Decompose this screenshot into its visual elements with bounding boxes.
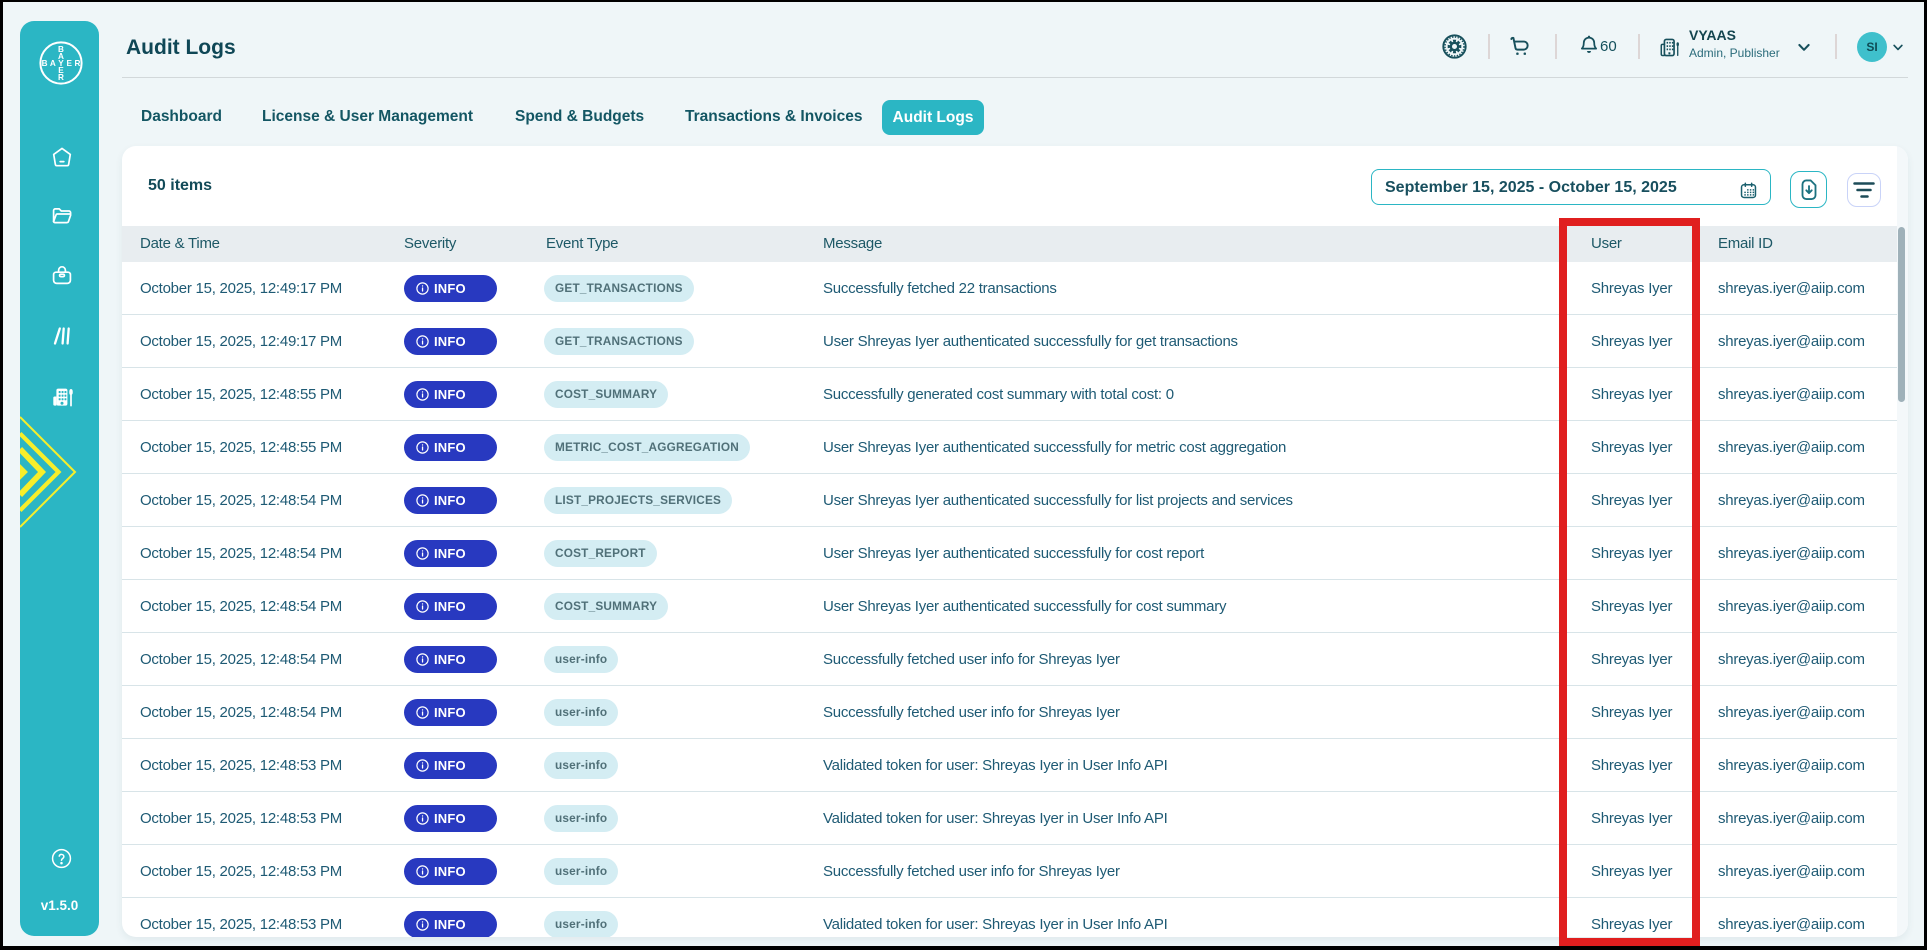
- svg-text:A: A: [58, 52, 64, 61]
- svg-text:E: E: [58, 66, 64, 75]
- svg-text:R: R: [74, 59, 80, 68]
- svg-text:B: B: [58, 45, 64, 54]
- svg-text:A: A: [50, 59, 56, 68]
- svg-text:R: R: [58, 73, 64, 82]
- svg-text:B: B: [42, 59, 48, 68]
- svg-text:Y: Y: [58, 59, 64, 68]
- svg-text:E: E: [66, 59, 72, 68]
